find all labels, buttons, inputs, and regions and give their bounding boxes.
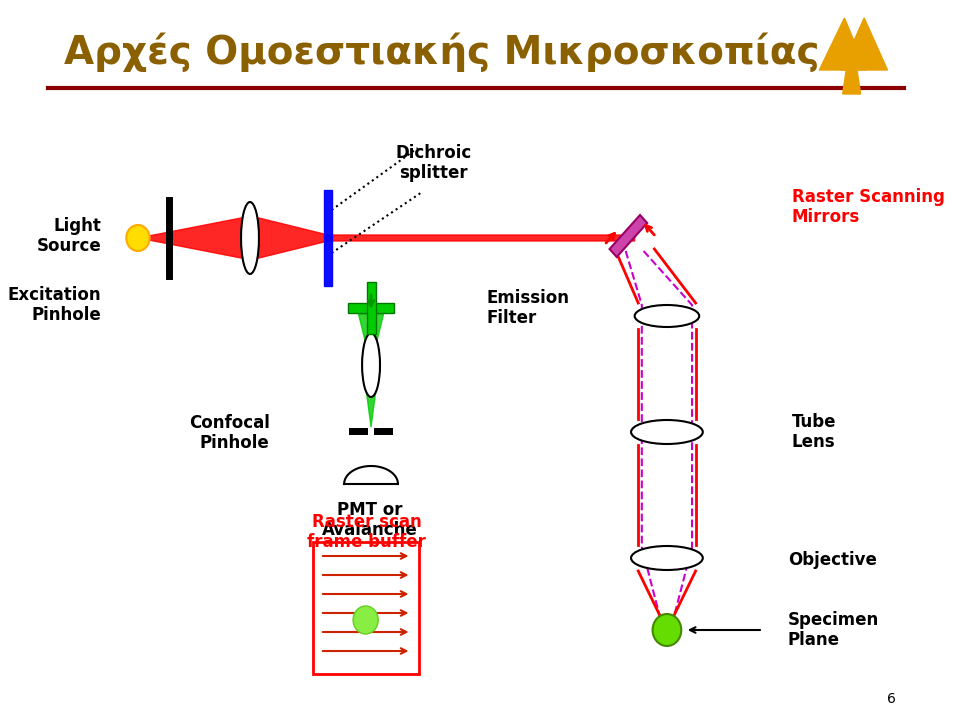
Text: Tube
Lens: Tube Lens — [792, 413, 836, 451]
Text: Light
Source: Light Source — [36, 216, 101, 256]
Polygon shape — [819, 18, 866, 70]
Bar — [348, 303, 395, 313]
Text: Emission
Filter: Emission Filter — [487, 288, 569, 328]
Bar — [367, 282, 375, 334]
Text: Objective: Objective — [788, 551, 876, 569]
Bar — [348, 428, 369, 435]
Bar — [324, 190, 331, 286]
Bar — [373, 428, 394, 435]
Polygon shape — [843, 70, 860, 94]
Text: Dichroic
splitter: Dichroic splitter — [396, 144, 472, 182]
Text: Specimen
Plane: Specimen Plane — [788, 610, 879, 650]
Polygon shape — [841, 18, 887, 70]
Ellipse shape — [631, 420, 703, 444]
Circle shape — [653, 614, 682, 646]
Text: Confocal
Pinhole: Confocal Pinhole — [189, 413, 270, 453]
Ellipse shape — [631, 546, 703, 570]
Bar — [313, 542, 419, 674]
Polygon shape — [358, 314, 384, 365]
Text: PMT or
Avalanche: PMT or Avalanche — [323, 501, 418, 539]
Text: Αρχές Ομοεστιακής Μικροσκοπίας: Αρχές Ομοεστιακής Μικροσκοπίας — [63, 32, 819, 71]
Polygon shape — [149, 218, 635, 258]
Polygon shape — [367, 393, 375, 427]
Ellipse shape — [241, 202, 259, 274]
Text: Raster Scanning
Mirrors: Raster Scanning Mirrors — [792, 188, 945, 226]
Text: Raster scan
frame buffer: Raster scan frame buffer — [307, 513, 426, 551]
Polygon shape — [610, 215, 647, 257]
Circle shape — [127, 225, 150, 251]
Text: 6: 6 — [887, 692, 896, 706]
Ellipse shape — [635, 305, 699, 327]
Ellipse shape — [362, 333, 380, 397]
Text: Excitation
Pinhole: Excitation Pinhole — [8, 286, 101, 324]
Circle shape — [353, 606, 378, 634]
